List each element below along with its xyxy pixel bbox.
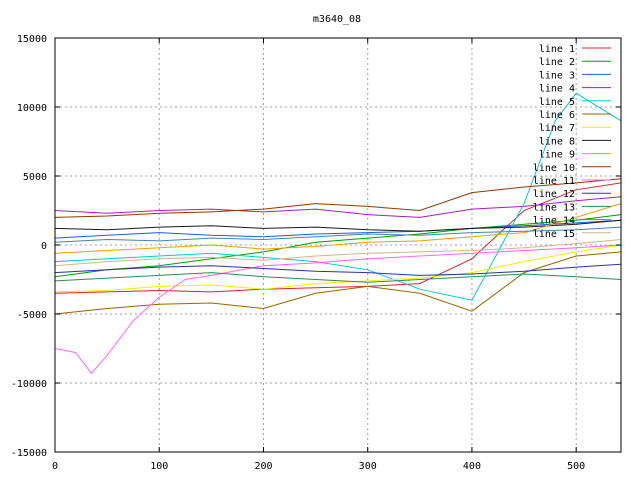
x-tick-label: 500 [567, 461, 585, 472]
chart-title: m3640_08 [313, 14, 361, 25]
series-line-7 [54, 244, 622, 293]
y-tick-label: -5000 [17, 310, 47, 321]
y-tick-label: 10000 [17, 103, 47, 114]
legend-label: line 10 [533, 163, 575, 174]
series-line-8 [54, 219, 622, 232]
series-line-14 [54, 226, 622, 243]
series-line-15 [54, 239, 622, 267]
series-line-5 [54, 92, 622, 301]
legend: line 1 line 2 line 3 line 4 line 5 line 6 line… [533, 44, 611, 240]
y-tick-label: 15000 [17, 34, 47, 45]
legend-label: line 2 [539, 57, 575, 68]
legend-label: line 9 [539, 150, 575, 161]
grid [55, 38, 621, 452]
x-tick-label: 0 [52, 461, 58, 472]
y-tick-label: 5000 [23, 172, 47, 183]
y-tick-label: -15000 [11, 448, 47, 459]
legend-label: line 11 [533, 176, 575, 187]
legend-label: line 14 [533, 216, 575, 227]
y-tick-label: -10000 [11, 379, 47, 390]
legend-label: line 15 [533, 229, 575, 240]
series-line-1 [54, 182, 622, 294]
series-line-9 [54, 203, 622, 254]
x-tick-label: 400 [463, 461, 481, 472]
legend-label: line 4 [539, 84, 575, 95]
series-line-12 [54, 263, 622, 276]
legend-label: line 6 [539, 110, 575, 121]
series-line-11 [54, 244, 622, 375]
x-tick-label: 200 [254, 461, 272, 472]
legend-label: line 12 [533, 189, 575, 200]
series-line-10 [54, 178, 622, 218]
legend-label: line 8 [539, 136, 575, 147]
legend-label: line 13 [533, 202, 575, 213]
legend-label: line 7 [539, 123, 575, 134]
axis-ticks: 0 100 200 300 400 500 -15000 -10000 -5000 0 5000 10… [11, 34, 621, 472]
series-line-2 [54, 214, 622, 278]
x-tick-label: 100 [150, 461, 168, 472]
legend-label: line 1 [539, 44, 575, 55]
x-tick-label: 300 [359, 461, 377, 472]
y-tick-label: 0 [41, 241, 47, 252]
legend-label: line 5 [539, 97, 575, 108]
legend-label: line 3 [539, 70, 575, 81]
series-line-3 [54, 219, 622, 239]
series-line-4 [54, 196, 622, 218]
series-line-13 [54, 272, 622, 283]
series-layer [54, 92, 622, 375]
